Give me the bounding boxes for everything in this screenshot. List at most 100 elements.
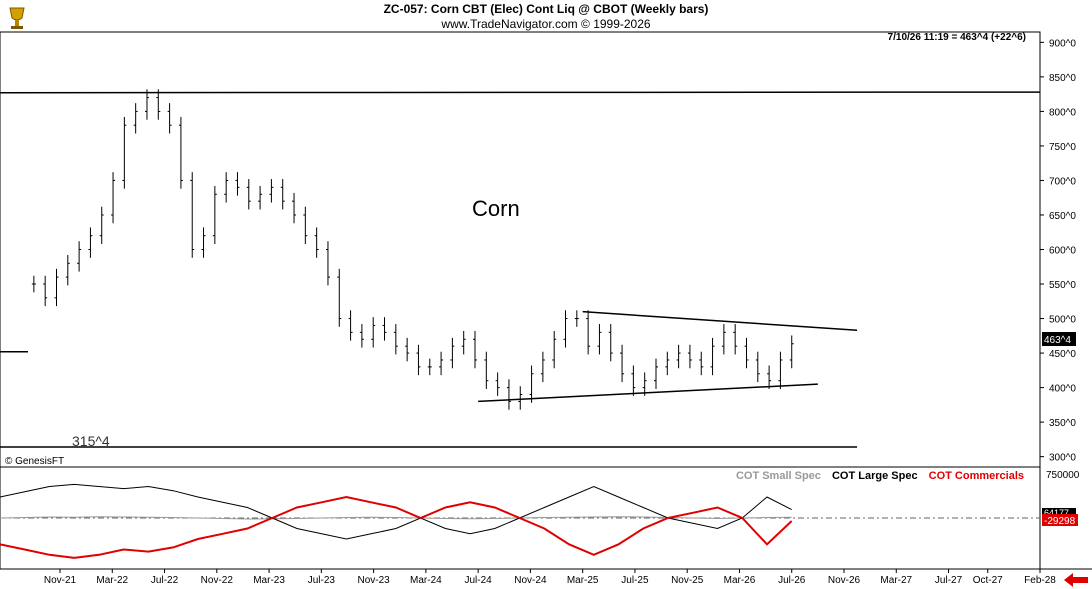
y-tick-label: 450^0 [1049,349,1076,360]
ohlc-bar [710,337,715,376]
ohlc-bar [337,268,342,327]
cot-legend: COT Small Spec COT Large Spec COT Commer… [728,470,1024,482]
x-tick-label: Nov-22 [201,575,234,586]
trading-cup-icon [2,2,32,32]
y-tick-label: 650^0 [1049,211,1076,222]
x-tick-label: Nov-23 [357,575,390,586]
y-tick-label: 850^0 [1049,73,1076,84]
y-tick-label: 600^0 [1049,246,1076,257]
ohlc-bar [88,227,93,258]
ohlc-bar [620,344,625,383]
ohlc-bar [258,185,263,210]
ohlc-bar [43,275,48,307]
legend-commercials: COT Commercials [928,470,1024,482]
trend-line-resistance [0,91,1041,94]
x-tick-label: Jul-25 [621,575,649,586]
ohlc-bar [405,337,410,362]
y-tick-label: 750^0 [1049,142,1076,153]
ohlc-bar [676,344,681,369]
ohlc-bar [212,185,217,244]
cot-lines [0,483,1040,559]
ohlc-bar [461,330,466,355]
y-tick-label: 500^0 [1049,315,1076,326]
copyright-label: © GenesisFT [5,456,65,467]
ohlc-bar [439,351,444,376]
ohlc-bar [789,335,794,369]
ohlc-bar [687,344,692,369]
x-tick-label: Mar-26 [724,575,756,586]
ohlc-bar [144,89,149,120]
ohlc-bar [122,116,127,189]
x-tick-label: Nov-26 [828,575,861,586]
last-price-label: 463^4 [1044,335,1071,346]
ohlc-bar [450,337,455,369]
ohlc-bar [201,227,206,258]
y-tick-label: 700^0 [1049,176,1076,187]
x-tick-label: Mar-23 [253,575,285,586]
ohlc-bar [473,330,478,369]
ohlc-bar [552,330,557,369]
ohlc-bar [597,324,602,355]
x-tick-label: Oct-27 [973,575,1003,586]
cot-series-1 [0,483,792,540]
x-tick-label: Nov-24 [514,575,547,586]
ohlc-bar [314,227,319,258]
cot-value-label-2: -29298 [1044,516,1076,527]
ohlc-bar [608,324,613,362]
trend-line-triangle-bottom [478,383,818,403]
ohlc-bar [755,351,760,383]
ohlc-bar [382,317,387,341]
x-tick-label: Mar-24 [410,575,442,586]
trend-line-triangle-top [582,310,858,332]
legend-large-spec: COT Large Spec [831,470,918,482]
ohlc-bar [133,103,138,134]
cot-value-label-1: 64177 [1044,508,1069,518]
ohlc-bar [653,358,658,389]
ohlc-bar [77,241,82,272]
ohlc-bar [495,372,500,396]
ohlc-bar [416,344,421,376]
x-tick-label: Jul-27 [935,575,963,586]
ohlc-bar [563,310,568,348]
cot-series-2 [0,495,793,559]
ohlc-bar [235,172,240,196]
price-y-axis: 900^0 850^0 800^0 750^0 700^0 650^0 600^0 550^0… [1040,38,1076,464]
ohlc-bar [393,324,398,355]
ohlc-bar [484,351,489,389]
ohlc-bar [778,351,783,389]
x-tick-label: Jul-22 [151,575,179,586]
ohlc-bar [190,172,195,258]
chart-label: Corn [472,196,520,221]
ohlc-bar [767,365,772,389]
x-tick-label: Jul-26 [778,575,806,586]
x-tick-label: Mar-27 [880,575,912,586]
ohlc-bar [586,310,591,355]
x-tick-label: Nov-21 [44,575,77,586]
x-tick-label: Jul-23 [308,575,336,586]
price-bars [31,89,794,410]
last-price-box [1042,332,1076,346]
ohlc-bar [348,310,353,341]
chart-title: ZC-057: Corn CBT (Elec) Cont Liq @ CBOT … [383,2,709,16]
ohlc-bar [744,337,749,369]
cot-series-0 [0,516,792,520]
cot-y-tick: 750000 [1046,470,1080,481]
ohlc-bar [54,268,59,307]
x-tick-label: Nov-25 [671,575,704,586]
y-tick-label: 350^0 [1049,418,1076,429]
level-label: 315^4 [72,433,110,449]
left-arrow-icon[interactable] [1064,573,1088,587]
legend-small-spec: COT Small Spec [735,470,821,482]
y-tick-label: 900^0 [1049,38,1076,49]
ohlc-bar [427,358,432,376]
y-tick-label: 400^0 [1049,384,1076,395]
time-x-axis: Nov-21 Mar-22 Jul-22 Nov-22 Mar-23 Jul-23 Nov-… [44,569,1056,586]
ohlc-bar [371,317,376,348]
ohlc-bar [325,241,330,286]
cot-value-box-1 [1042,508,1076,518]
price-readout: 7/10/26 11:19 = 463^4 (+22^6) [887,32,1026,43]
y-tick-label: 550^0 [1049,280,1076,291]
ohlc-bar [224,172,229,203]
ohlc-bar [167,103,172,134]
